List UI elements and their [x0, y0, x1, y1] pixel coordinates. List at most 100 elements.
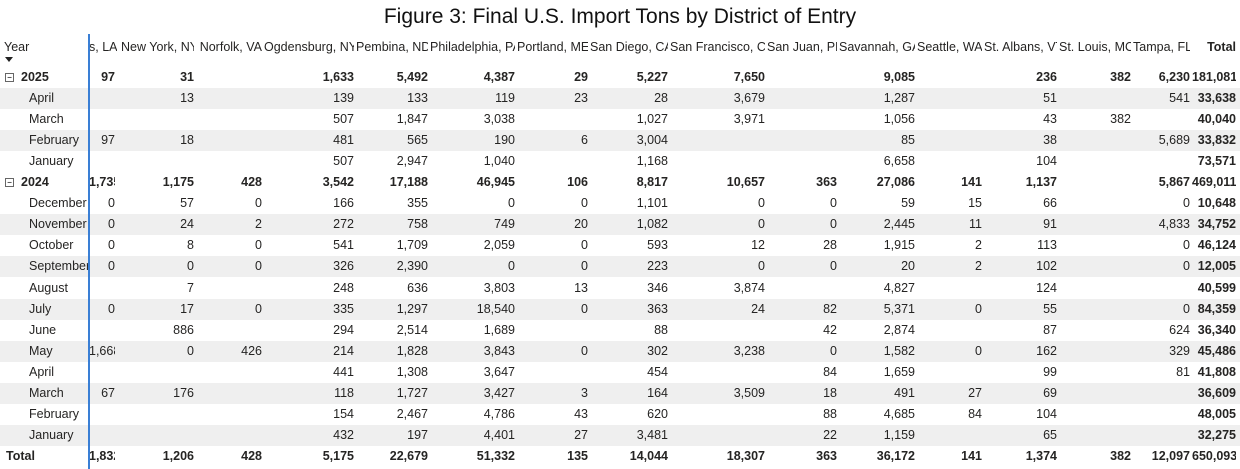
table-cell: 1,374: [1025, 448, 1057, 463]
column-header[interactable]: St. Louis, MO: [1059, 40, 1131, 54]
column-header[interactable]: Savannah, GA: [839, 40, 915, 54]
table-cell: [121, 404, 194, 425]
table-cell: 97: [101, 70, 115, 84]
table-cell: 164: [647, 385, 668, 400]
table-cell: 236: [1036, 70, 1057, 84]
table-cell: 3,803: [483, 280, 515, 295]
row-label: September: [29, 259, 91, 274]
table-cell: 139: [333, 91, 354, 106]
table-cell: 66: [1043, 196, 1057, 211]
column-header[interactable]: Seattle, WA: [917, 40, 982, 54]
table-cell: 29: [574, 70, 588, 84]
table-cell: 45,486: [1197, 343, 1236, 358]
table-cell: 154: [333, 406, 354, 421]
table-cell: 162: [1036, 343, 1057, 358]
table-cell: 650,093: [1192, 448, 1236, 463]
table-cell: 481: [333, 133, 354, 148]
table-cell: 88: [823, 406, 837, 421]
table-cell: 0: [975, 301, 982, 316]
table-cell: [917, 88, 982, 109]
table-cell: 33,832: [1197, 133, 1236, 148]
table-cell: 0: [508, 196, 515, 211]
table-cell: 346: [647, 280, 668, 295]
table-cell: 0: [255, 196, 262, 211]
sort-descending-icon[interactable]: [5, 57, 13, 62]
table-cell: 565: [407, 133, 428, 148]
table-cell: [89, 278, 115, 299]
table-cell: 84: [823, 364, 837, 379]
year-row: −2025 97 31 1,633 5,492 4,387 29 5,227 7,650 9,08…: [0, 67, 1240, 88]
table-cell: [121, 425, 194, 446]
month-row: March 507 1,847 3,038 1,027 3,971 1,056 43 382 40…: [0, 109, 1240, 130]
table-cell: 507: [333, 112, 354, 127]
table-cell: 82: [823, 301, 837, 316]
table-cell: 2: [975, 238, 982, 253]
frozen-column-divider[interactable]: [88, 34, 90, 469]
month-row: May 1,668 0 426 214 1,828 3,843 0 302 3,238 0 1,582…: [0, 340, 1240, 362]
table-cell: 886: [173, 322, 194, 337]
table-cell: 382: [1110, 70, 1131, 84]
table-cell: 3,004: [636, 133, 668, 148]
table-cell: 1,915: [883, 238, 915, 253]
table-cell: 106: [567, 175, 588, 190]
month-row: April 13 139 133 119 23 28 3,679 1,287 51 541 33,63…: [0, 88, 1240, 110]
column-header[interactable]: San Francisco, CA: [670, 40, 765, 54]
collapse-toggle-icon[interactable]: −: [5, 178, 14, 188]
collapse-toggle-icon[interactable]: −: [5, 73, 14, 82]
table-cell: 0: [758, 259, 765, 274]
table-cell: [1059, 404, 1131, 425]
header-row: Year s, LA New York, NY Norfolk, VA Ogdensb…: [0, 34, 1240, 62]
table-cell: [196, 278, 262, 299]
table-cell: 0: [830, 259, 837, 274]
table-cell: 1,709: [396, 238, 428, 253]
table-cell: 0: [508, 259, 515, 274]
table-cell: 363: [647, 301, 668, 316]
table-cell: [196, 67, 262, 88]
table-cell: 541: [333, 238, 354, 253]
column-header[interactable]: Portland, ME: [517, 40, 588, 54]
table-cell: 14,044: [629, 448, 668, 463]
table-cell: 124: [1036, 280, 1057, 295]
column-header[interactable]: Pembina, ND: [356, 40, 428, 54]
table-cell: 2,059: [483, 238, 515, 253]
table-cell: 1,689: [483, 322, 515, 337]
table-cell: [196, 383, 262, 404]
column-header[interactable]: Norfolk, VA: [199, 40, 262, 54]
table-cell: 28: [823, 238, 837, 253]
column-header[interactable]: Ogdensburg, NY: [264, 40, 354, 54]
table-cell: [1059, 425, 1131, 446]
table-cell: 1,082: [636, 217, 668, 232]
column-header[interactable]: New York, NY: [121, 40, 194, 54]
row-header-year[interactable]: Year: [4, 40, 30, 54]
table-cell: [89, 151, 115, 172]
table-cell: 31: [180, 70, 194, 84]
column-header[interactable]: St. Albans, VT: [984, 40, 1057, 54]
month-row: November 0 24 2 272 758 749 20 1,082 0 0 2,445 11 91 4…: [0, 214, 1240, 236]
table-cell: 20: [901, 259, 915, 274]
row-label: February: [29, 133, 80, 148]
table-cell: [1133, 109, 1190, 130]
column-header[interactable]: San Juan, PR: [767, 40, 837, 54]
table-cell: 1,101: [636, 196, 668, 211]
table-cell: 102: [1036, 259, 1057, 274]
table-cell: [196, 109, 262, 130]
table-cell: [517, 151, 588, 172]
table-cell: [767, 278, 837, 299]
table-cell: [917, 278, 982, 299]
table-cell: 65: [1043, 427, 1057, 442]
table-cell: 0: [581, 196, 588, 211]
table-cell: 18: [180, 133, 194, 148]
table-cell: 10,648: [1197, 196, 1236, 211]
column-header[interactable]: s, LA: [89, 40, 117, 54]
column-header[interactable]: Total: [1207, 40, 1236, 54]
table-cell: [1059, 362, 1131, 383]
column-header[interactable]: San Diego, CA: [590, 40, 668, 54]
table-cell: [670, 362, 765, 383]
table-cell: 84,359: [1197, 301, 1236, 316]
table-cell: 118: [334, 385, 354, 400]
table-cell: 0: [581, 301, 588, 316]
table-cell: 12,005: [1197, 259, 1236, 274]
table-cell: [767, 67, 837, 88]
column-header[interactable]: Tampa, FL: [1133, 40, 1190, 54]
column-header[interactable]: Philadelphia, PA: [430, 40, 515, 54]
